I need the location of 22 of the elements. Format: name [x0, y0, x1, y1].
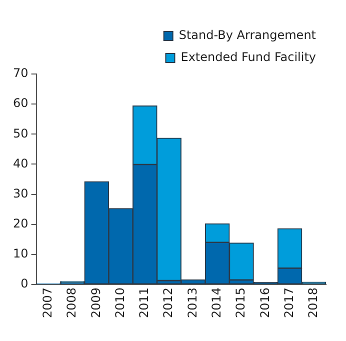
y-tick-label: 40 [12, 156, 28, 170]
x-tick-label: 2018 [306, 287, 320, 318]
x-tick-label: 2010 [112, 287, 127, 318]
y-tick-label: 60 [12, 96, 28, 110]
y-tick-label: 0 [20, 276, 28, 291]
x-tick-label: 2013 [185, 287, 200, 318]
x-tick-label: 2016 [258, 287, 272, 318]
x-tick-label: 2014 [209, 287, 224, 318]
x-tick-label: 2007 [40, 287, 54, 318]
y-tick-label: 10 [12, 246, 28, 261]
x-tick-label: 2015 [234, 287, 248, 318]
x-tick-label: 2017 [282, 287, 296, 318]
legend-label: Extended Fund Facility [180, 50, 316, 64]
x-tick-label: 2009 [88, 287, 103, 318]
x-tick-label: 2011 [137, 287, 152, 318]
legend-label: Stand-By Arrangement [178, 28, 316, 42]
y-tick-label: 20 [12, 216, 28, 230]
y-tick-label: 70 [12, 66, 28, 80]
x-tick-label: 2012 [161, 287, 176, 318]
x-tick-label: 2008 [64, 287, 79, 318]
y-tick-label: 30 [12, 186, 28, 200]
y-tick-label: 50 [12, 126, 28, 140]
